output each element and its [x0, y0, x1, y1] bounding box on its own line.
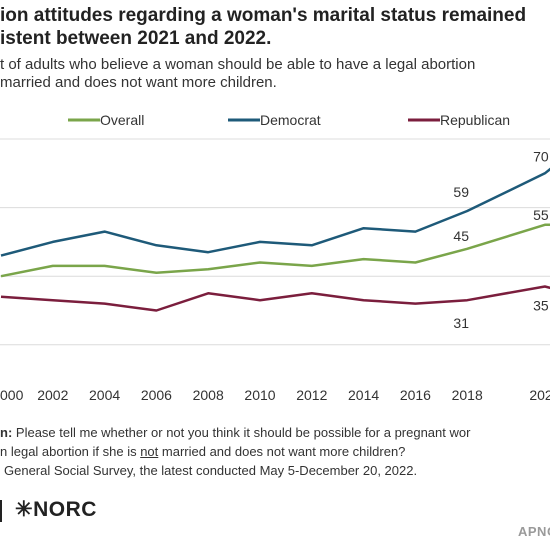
- norc-logo-text: NORC: [33, 498, 97, 521]
- line-chart: Overall Democrat Republican 59 70 45 55 31 35 000…: [0, 112, 550, 403]
- ap-logo-fragment: [0, 500, 2, 522]
- x-tick-label-2006: 2006: [141, 387, 172, 403]
- chart-notes: n: Please tell me whether or not you thi…: [0, 423, 470, 480]
- data-label-overall-2018: 45: [453, 228, 469, 244]
- question-note-label: n:: [0, 425, 13, 440]
- legend-label-democrat: Democrat: [260, 112, 321, 128]
- question-note-text-b: married and does not want more children?: [158, 444, 406, 459]
- chart-title-line-2: istent between 2021 and 2022.: [0, 28, 272, 49]
- source-note: General Social Survey, the latest conduc…: [0, 461, 470, 480]
- x-tick-label-2012: 2012: [296, 387, 327, 403]
- question-note-text-a: n legal abortion if she is: [0, 444, 141, 459]
- question-note-line-2: n legal abortion if she is not married a…: [0, 442, 470, 461]
- data-label-overall-2021: 55: [533, 207, 549, 223]
- x-tick-label-2014: 2014: [348, 387, 379, 403]
- norc-mark-icon: ✳: [15, 498, 34, 521]
- series-line-republican: [0, 285, 550, 312]
- chart-subtitle-line-1: t of adults who believe a woman should b…: [0, 56, 476, 73]
- x-tick-label-2021: 2021: [529, 387, 550, 403]
- question-note-not: not: [140, 444, 159, 459]
- graphic-credit: APNO: [518, 524, 550, 539]
- question-note-text: Please tell me whether or not you think …: [15, 425, 471, 440]
- x-tick-label-2018: 2018: [452, 387, 483, 403]
- chart-title: ion attitudes regarding a woman's marita…: [0, 4, 550, 50]
- x-tick-label-2008: 2008: [193, 387, 224, 403]
- question-note-line-1: n: Please tell me whether or not you thi…: [0, 423, 470, 442]
- data-label-democrat-2018: 59: [453, 184, 469, 200]
- x-tick-label-2016: 2016: [400, 387, 431, 403]
- series-line-overall: [0, 223, 550, 278]
- data-label-republican-2018: 31: [453, 315, 469, 331]
- legend-label-overall: Overall: [100, 112, 144, 128]
- x-tick-label-2000: 000: [0, 387, 24, 403]
- chart-subtitle-line-2: married and does not want more children.: [0, 74, 277, 91]
- source-note-text: General Social Survey, the latest conduc…: [4, 463, 418, 478]
- x-tick-label-2004: 2004: [89, 387, 120, 403]
- chart-title-line-1: ion attitudes regarding a woman's marita…: [0, 5, 527, 26]
- x-tick-label-2002: 2002: [37, 387, 68, 403]
- x-tick-label-2010: 2010: [244, 387, 275, 403]
- data-label-republican-2021: 35: [533, 297, 549, 313]
- legend-label-republican: Republican: [440, 112, 510, 128]
- series-line-democrat: [0, 167, 550, 257]
- norc-logo: ✳NORC: [15, 497, 97, 522]
- data-label-democrat-2021: 70: [533, 148, 549, 164]
- chart-subtitle: t of adults who believe a woman should b…: [0, 56, 475, 92]
